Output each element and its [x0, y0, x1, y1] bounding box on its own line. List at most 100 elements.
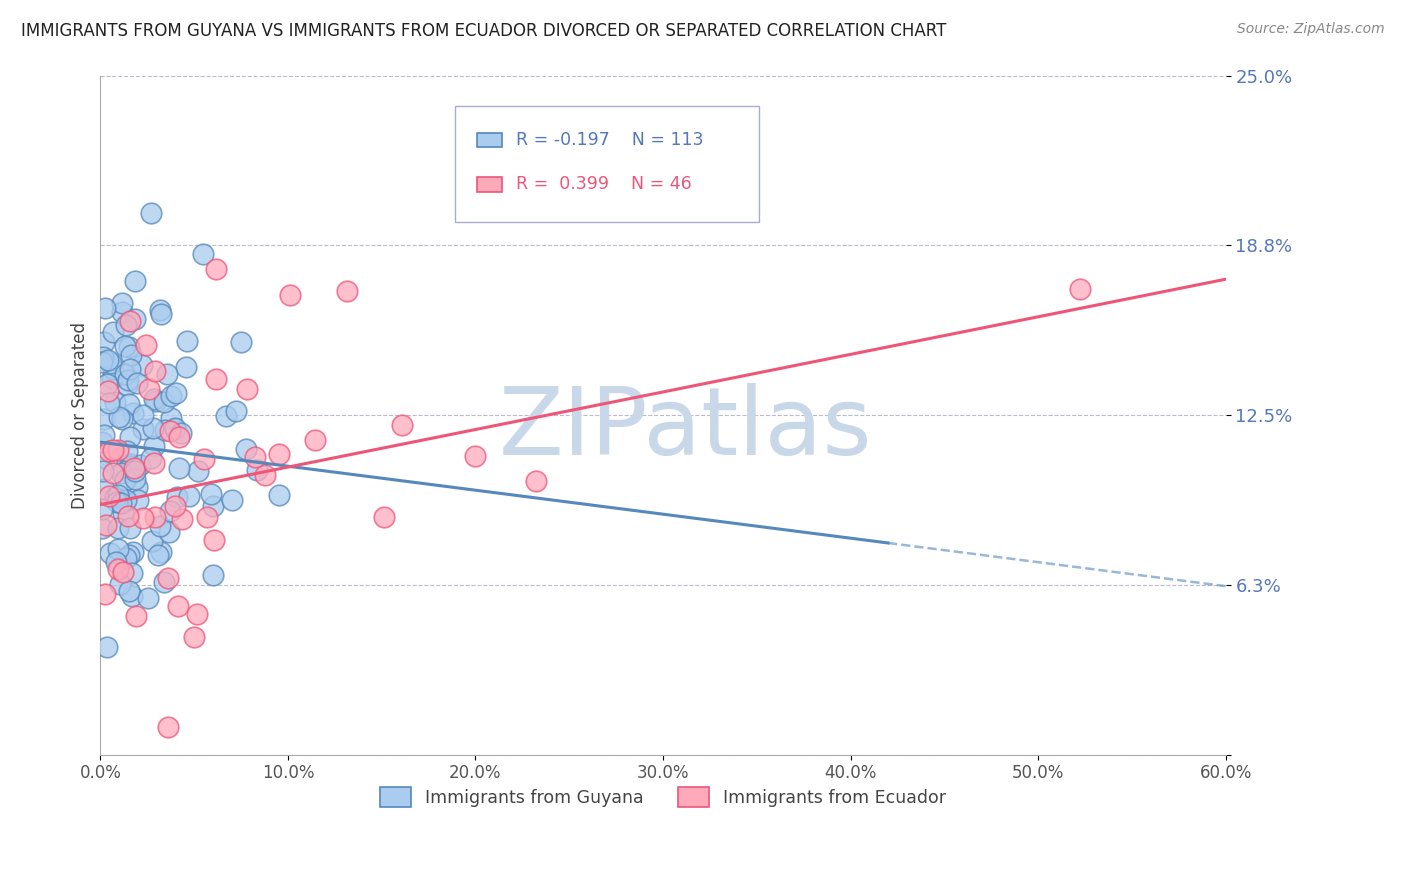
Point	[111, 506, 134, 520]
Point	[145, 393, 167, 408]
Point	[142, 421, 165, 435]
Point	[107, 521, 129, 535]
Point	[269, 488, 291, 502]
Point	[135, 338, 157, 352]
Point	[391, 418, 413, 433]
Point	[118, 458, 141, 472]
Point	[97, 353, 120, 368]
Point	[101, 325, 124, 339]
Point	[253, 467, 276, 482]
Legend: Immigrants from Guyana, Immigrants from Ecuador: Immigrants from Guyana, Immigrants from …	[373, 780, 953, 814]
Point	[166, 599, 188, 613]
Point	[464, 450, 486, 464]
FancyBboxPatch shape	[454, 106, 759, 221]
Point	[121, 590, 143, 604]
Point	[246, 463, 269, 477]
Point	[107, 488, 129, 502]
Point	[170, 512, 193, 526]
Point	[96, 640, 118, 654]
Point	[156, 571, 179, 585]
Point	[139, 205, 162, 219]
Point	[114, 339, 136, 353]
Point	[149, 545, 172, 559]
Point	[94, 301, 117, 316]
Text: IMMIGRANTS FROM GUYANA VS IMMIGRANTS FROM ECUADOR DIVORCED OR SEPARATED CORRELAT: IMMIGRANTS FROM GUYANA VS IMMIGRANTS FRO…	[21, 22, 946, 40]
Point	[235, 382, 257, 396]
Text: Source: ZipAtlas.com: Source: ZipAtlas.com	[1237, 22, 1385, 37]
Point	[149, 519, 172, 533]
Point	[105, 460, 128, 475]
Point	[111, 412, 134, 426]
Point	[101, 361, 124, 376]
Point	[117, 397, 139, 411]
Point	[100, 356, 122, 370]
Point	[120, 459, 142, 474]
Point	[111, 305, 134, 319]
Point	[115, 318, 138, 332]
Point	[107, 562, 129, 576]
Point	[304, 433, 326, 447]
Point	[91, 464, 114, 478]
Point	[120, 430, 142, 444]
Point	[127, 493, 149, 508]
Point	[201, 499, 224, 513]
Point	[141, 534, 163, 549]
Point	[336, 284, 359, 298]
Point	[91, 351, 114, 365]
Point	[94, 587, 117, 601]
Point	[125, 480, 148, 494]
Point	[235, 442, 257, 457]
Y-axis label: Divorced or Separated: Divorced or Separated	[72, 321, 89, 508]
Point	[142, 439, 165, 453]
Bar	[477, 133, 502, 147]
Point	[148, 303, 170, 318]
Point	[101, 442, 124, 457]
Point	[157, 720, 180, 734]
Point	[142, 456, 165, 470]
Point	[278, 287, 301, 301]
Point	[91, 435, 114, 450]
Point	[98, 546, 121, 560]
Text: R = -0.197    N = 113: R = -0.197 N = 113	[516, 131, 703, 149]
Point	[205, 262, 228, 277]
Point	[373, 509, 395, 524]
Point	[159, 504, 181, 518]
Point	[104, 395, 127, 409]
Point	[93, 482, 115, 496]
Point	[143, 510, 166, 524]
Point	[112, 565, 135, 579]
Point	[117, 508, 139, 523]
Point	[125, 376, 148, 390]
Text: ZIPatlas: ZIPatlas	[499, 383, 872, 475]
Point	[132, 510, 155, 524]
Point	[93, 411, 115, 425]
Bar	[477, 177, 502, 192]
Point	[148, 548, 170, 562]
Point	[165, 386, 187, 401]
Point	[93, 335, 115, 350]
Point	[91, 355, 114, 369]
Point	[163, 422, 186, 436]
Text: R =  0.399    N = 46: R = 0.399 N = 46	[516, 175, 692, 194]
Point	[155, 423, 177, 437]
Point	[150, 307, 173, 321]
Point	[121, 566, 143, 581]
Point	[91, 502, 114, 516]
Point	[174, 359, 197, 374]
Point	[117, 378, 139, 392]
Point	[132, 422, 155, 436]
Point	[110, 466, 132, 480]
Point	[202, 568, 225, 582]
Point	[124, 274, 146, 288]
Point	[183, 630, 205, 644]
Point	[524, 475, 547, 489]
Point	[115, 444, 138, 458]
Point	[139, 450, 162, 465]
Point	[176, 334, 198, 349]
Point	[124, 464, 146, 478]
Point	[243, 450, 266, 464]
Point	[118, 362, 141, 376]
Point	[114, 367, 136, 381]
Point	[187, 464, 209, 478]
Point	[165, 421, 187, 435]
